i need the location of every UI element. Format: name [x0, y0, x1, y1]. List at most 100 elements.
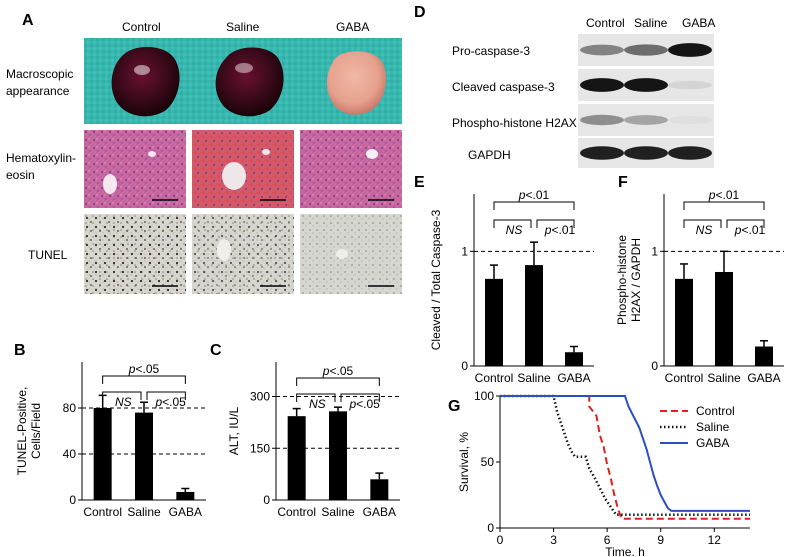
legend-label-gaba: GABA: [696, 436, 729, 450]
blot-label-phospho-h2ax: Phospho-histone H2AX: [452, 116, 577, 130]
x-tick-label: GABA: [747, 371, 780, 385]
legend-label-saline: Saline: [696, 420, 730, 434]
row-label-line: TUNEL: [28, 248, 68, 262]
y-axis-label: Cleaved / Total Caspase-3: [429, 209, 443, 350]
panel-letter-b: B: [14, 342, 26, 359]
row-label-line: appearance: [6, 84, 70, 98]
bar-control: [93, 408, 112, 500]
ns-label: NS: [309, 397, 326, 411]
x-axis-label: Time, h: [605, 545, 645, 556]
bracket-control-saline: [296, 393, 336, 402]
blot-band: [624, 115, 668, 125]
blot-band: [580, 44, 624, 56]
y-axis-label: Cells/Field: [29, 403, 43, 459]
blot-band: [580, 114, 624, 126]
y-axis-label: ALT, IU/L: [227, 406, 241, 455]
bracket-saline-gaba: [536, 219, 575, 228]
bracket-control-gaba: [296, 377, 380, 386]
x-tick-label: 9: [657, 533, 664, 547]
x-tick-label: Control: [277, 505, 316, 519]
y-tick-label: 0: [461, 359, 468, 373]
bracket-saline-gaba: [726, 219, 765, 228]
panel-letter-f: F: [618, 174, 628, 191]
blot-band: [624, 44, 668, 56]
series-line-gaba: [500, 395, 750, 512]
blot-band: [624, 146, 668, 160]
p-value-outer: p<.05: [128, 362, 160, 376]
blot-band: [668, 146, 712, 160]
y-tick-label: 0: [487, 521, 494, 535]
y-tick-label: 0: [69, 493, 76, 507]
tunel-saline: [192, 214, 294, 294]
y-tick-label: 80: [63, 401, 77, 415]
x-tick-label: 0: [497, 533, 504, 547]
panel-letter-a: A: [22, 12, 34, 29]
blot-label-gapdh: GAPDH: [468, 148, 511, 162]
y-axis-label: Survival, %: [457, 432, 471, 492]
legend-label-control: Control: [696, 404, 735, 418]
chart-c-alt: 0 150 300 Control Saline GABA ALT, IU/L p<.05 NS…: [227, 362, 400, 519]
bracket-control-saline: [493, 219, 532, 228]
p-value-inner: p<.01: [734, 223, 766, 237]
bar-saline: [329, 411, 347, 500]
y-axis-label: H2AX / GAPDH: [629, 238, 643, 322]
x-tick-label: 12: [708, 533, 722, 547]
bar-saline: [525, 265, 543, 366]
tunel-micrograph-row: [84, 214, 402, 294]
bracket-control-saline: [102, 391, 142, 400]
bar-gaba: [755, 346, 773, 366]
bracket-control-saline: [683, 219, 722, 228]
row-label-line: eosin: [6, 168, 35, 182]
x-tick-label: Saline: [707, 371, 741, 385]
blot-band: [624, 78, 668, 92]
blot-col-saline: Saline: [634, 16, 668, 30]
series-line-saline: [500, 394, 750, 517]
y-tick-label: 100: [474, 390, 494, 403]
p-value-outer: p<.01: [518, 188, 550, 202]
ns-label: NS: [696, 223, 713, 237]
y-tick-label: 40: [63, 447, 77, 461]
row-label-line: Macroscopic: [6, 67, 74, 81]
bar-gaba: [565, 352, 583, 366]
x-tick-label: Saline: [127, 505, 161, 519]
panel-a-row-he: Hematoxylin- eosin: [6, 150, 76, 184]
panel-letter-d: D: [414, 4, 426, 21]
y-tick-label: 1: [651, 244, 658, 258]
blot-col-gaba: GABA: [682, 16, 716, 30]
x-tick-label: GABA: [169, 505, 202, 519]
bar-gaba: [370, 479, 389, 500]
chart-f-h2ax: 0 1 Control Saline GABA Phospho-histone H2AX /…: [615, 188, 784, 385]
ns-label: NS: [506, 223, 523, 237]
x-tick-label: Control: [475, 371, 514, 385]
y-tick-label: 150: [250, 441, 270, 455]
he-control: [84, 130, 186, 208]
y-axis-label: TUNEL-Positive,: [15, 387, 29, 476]
ns-label: NS: [115, 395, 132, 409]
x-tick-label: 3: [550, 533, 557, 547]
p-value-outer: p<.01: [708, 188, 740, 202]
chart-e-caspase: 0 1 Control Saline GABA Cleaved / Total Caspa…: [429, 188, 594, 385]
y-axis-label: Phospho-histone: [615, 235, 629, 325]
p-value-outer: p<.05: [322, 364, 354, 378]
x-tick-label: Saline: [321, 505, 355, 519]
x-tick-label: GABA: [557, 371, 590, 385]
row-label-line: Hematoxylin-: [6, 151, 77, 165]
bar-control: [675, 278, 693, 366]
panel-letter-e: E: [414, 174, 425, 191]
p-value-inner: p<.01: [544, 223, 576, 237]
western-blot-image: [578, 34, 714, 168]
y-tick-label: 50: [481, 455, 495, 469]
bar-saline: [715, 271, 733, 366]
bracket-saline-gaba: [340, 393, 380, 402]
blot-col-control: Control: [586, 16, 625, 30]
panel-a-row-macroscopic: Macroscopic appearance: [6, 66, 73, 100]
panel-letter-c: C: [210, 342, 222, 359]
x-tick-label: GABA: [363, 505, 396, 519]
panel-a-col-gaba: GABA: [336, 20, 370, 34]
bracket-control-gaba: [102, 375, 186, 384]
he-micrograph-row: [84, 130, 402, 208]
blot-band: [668, 80, 712, 90]
bar-control: [485, 278, 503, 366]
bracket-control-gaba: [493, 201, 575, 210]
y-tick-label: 0: [651, 359, 658, 373]
